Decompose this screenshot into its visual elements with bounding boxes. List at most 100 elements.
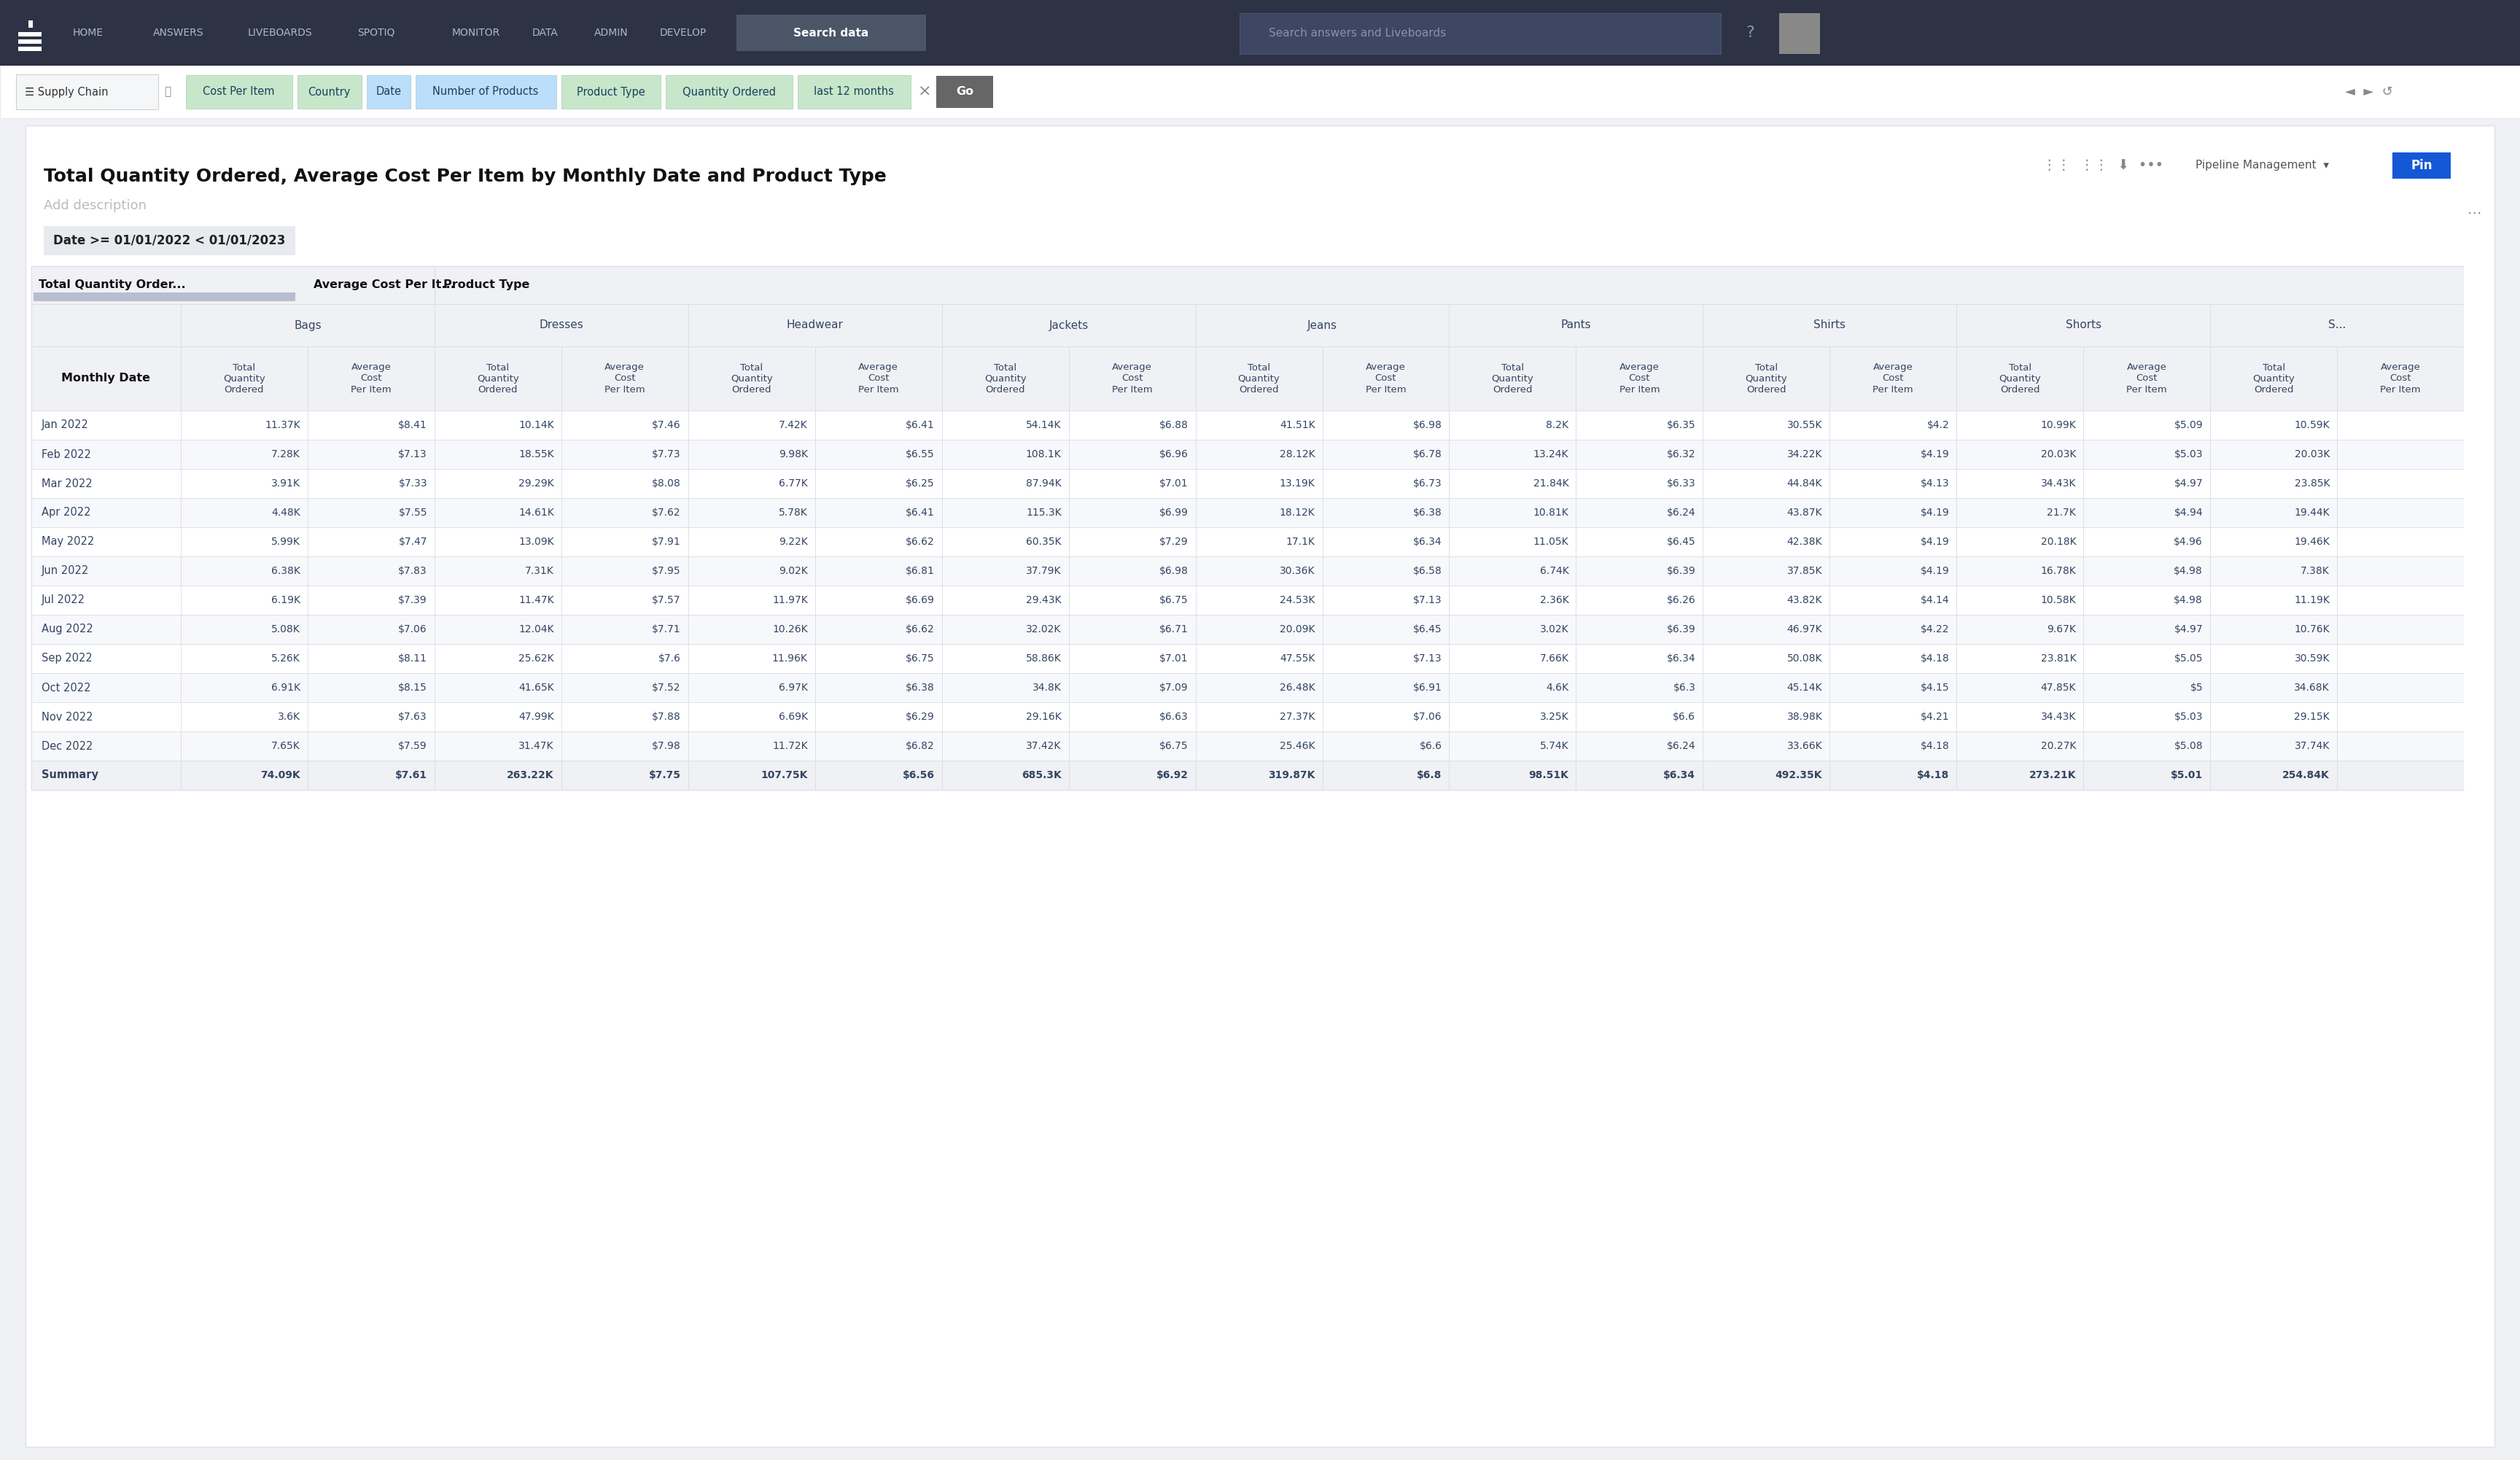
Bar	[433, 410, 562, 439]
Text: LIVEBOARDS: LIVEBOARDS	[247, 28, 312, 38]
Bar	[814, 761, 942, 790]
Bar	[2336, 615, 2465, 644]
Bar	[416, 74, 557, 108]
Bar	[2084, 673, 2210, 702]
Text: 28.12K: 28.12K	[1280, 450, 1315, 460]
Text: 27.37K: 27.37K	[1280, 712, 1315, 723]
Text: $6.38: $6.38	[1414, 508, 1441, 518]
Bar	[942, 439, 1068, 469]
Bar	[1194, 761, 1323, 790]
Text: $5: $5	[2190, 683, 2202, 693]
Bar	[2084, 410, 2210, 439]
Bar	[942, 585, 1068, 615]
Text: 37.85K: 37.85K	[1787, 566, 1822, 577]
Bar	[1956, 469, 2084, 498]
Text: 11.05K: 11.05K	[1532, 537, 1570, 548]
Bar	[1575, 702, 1704, 731]
Text: 11.97K: 11.97K	[771, 596, 809, 606]
Bar	[30, 410, 181, 439]
Bar	[2210, 761, 2336, 790]
Bar	[30, 304, 181, 346]
Bar	[1068, 761, 1194, 790]
Text: $7.95: $7.95	[653, 566, 680, 577]
Bar	[688, 469, 814, 498]
Text: $6.24: $6.24	[1666, 508, 1696, 518]
Bar	[2210, 644, 2336, 673]
Bar	[1194, 439, 1323, 469]
Bar	[1956, 761, 2084, 790]
Text: 34.68K: 34.68K	[2293, 683, 2328, 693]
Text: $6.41: $6.41	[905, 420, 935, 431]
Bar	[814, 346, 942, 410]
Bar	[1449, 498, 1575, 527]
Bar	[1323, 556, 1449, 585]
Text: 11.72K: 11.72K	[771, 740, 809, 750]
Bar	[1449, 702, 1575, 731]
Bar	[1956, 585, 2084, 615]
Text: $7.13: $7.13	[398, 450, 428, 460]
Bar	[1449, 644, 1575, 673]
Text: $7.98: $7.98	[653, 740, 680, 750]
Bar	[433, 469, 562, 498]
Text: 10.59K: 10.59K	[2293, 420, 2328, 431]
Text: $6.39: $6.39	[1666, 625, 1696, 635]
Text: 25.62K: 25.62K	[519, 654, 554, 664]
Text: Total
Quantity
Ordered: Total Quantity Ordered	[1998, 364, 2041, 394]
Text: ⚡: ⚡	[2470, 323, 2480, 337]
Bar	[2336, 498, 2465, 527]
Bar	[2391, 152, 2452, 178]
Bar	[1830, 731, 1956, 761]
Text: $4.97: $4.97	[2175, 625, 2202, 635]
Text: Dec 2022: Dec 2022	[40, 740, 93, 752]
Bar	[433, 498, 562, 527]
Text: $7.01: $7.01	[1159, 654, 1189, 664]
Bar	[942, 346, 1068, 410]
Text: ☰ Supply Chain: ☰ Supply Chain	[25, 86, 108, 98]
Text: $6.29: $6.29	[905, 712, 935, 723]
Text: $6.25: $6.25	[905, 479, 935, 489]
Text: $6.8: $6.8	[1416, 769, 1441, 780]
Bar	[1449, 615, 1575, 644]
Bar	[1449, 585, 1575, 615]
Bar	[181, 498, 307, 527]
Text: 19.44K: 19.44K	[2293, 508, 2328, 518]
Bar	[562, 498, 688, 527]
Text: 34.8K: 34.8K	[1033, 683, 1061, 693]
Text: $6.63: $6.63	[1159, 712, 1189, 723]
Text: 13.19K: 13.19K	[1280, 479, 1315, 489]
Text: 43.87K: 43.87K	[1787, 508, 1822, 518]
Bar	[942, 761, 1068, 790]
Bar	[1068, 673, 1194, 702]
Bar	[181, 644, 307, 673]
Bar	[2084, 702, 2210, 731]
Bar	[2210, 673, 2336, 702]
Text: 5.08K: 5.08K	[272, 625, 300, 635]
Bar	[688, 644, 814, 673]
Bar	[665, 74, 794, 108]
Bar	[1194, 498, 1323, 527]
Text: ?: ?	[1746, 25, 1754, 39]
Text: $7.71: $7.71	[653, 625, 680, 635]
Text: Country: Country	[307, 86, 350, 98]
Text: DATA: DATA	[532, 28, 559, 38]
Text: 26.48K: 26.48K	[1280, 683, 1315, 693]
Bar	[1575, 556, 1704, 585]
Text: $6.88: $6.88	[1159, 420, 1189, 431]
Bar	[1068, 644, 1194, 673]
Text: 44.84K: 44.84K	[1787, 479, 1822, 489]
Text: $7.57: $7.57	[653, 596, 680, 606]
Text: Mar 2022: Mar 2022	[40, 477, 93, 489]
Text: Total
Quantity
Ordered: Total Quantity Ordered	[1746, 364, 1787, 394]
Text: 9.02K: 9.02K	[779, 566, 809, 577]
Text: $7.62: $7.62	[653, 508, 680, 518]
Bar	[2210, 615, 2336, 644]
Bar	[1323, 410, 1449, 439]
Text: $7.39: $7.39	[398, 596, 428, 606]
Bar	[1323, 731, 1449, 761]
Bar	[307, 731, 433, 761]
Text: $7.61: $7.61	[396, 769, 428, 780]
Text: 16.78K: 16.78K	[2041, 566, 2076, 577]
Bar	[814, 731, 942, 761]
Text: Average
Cost
Per Item: Average Cost Per Item	[1366, 364, 1406, 394]
Text: 20.03K: 20.03K	[2041, 450, 2076, 460]
